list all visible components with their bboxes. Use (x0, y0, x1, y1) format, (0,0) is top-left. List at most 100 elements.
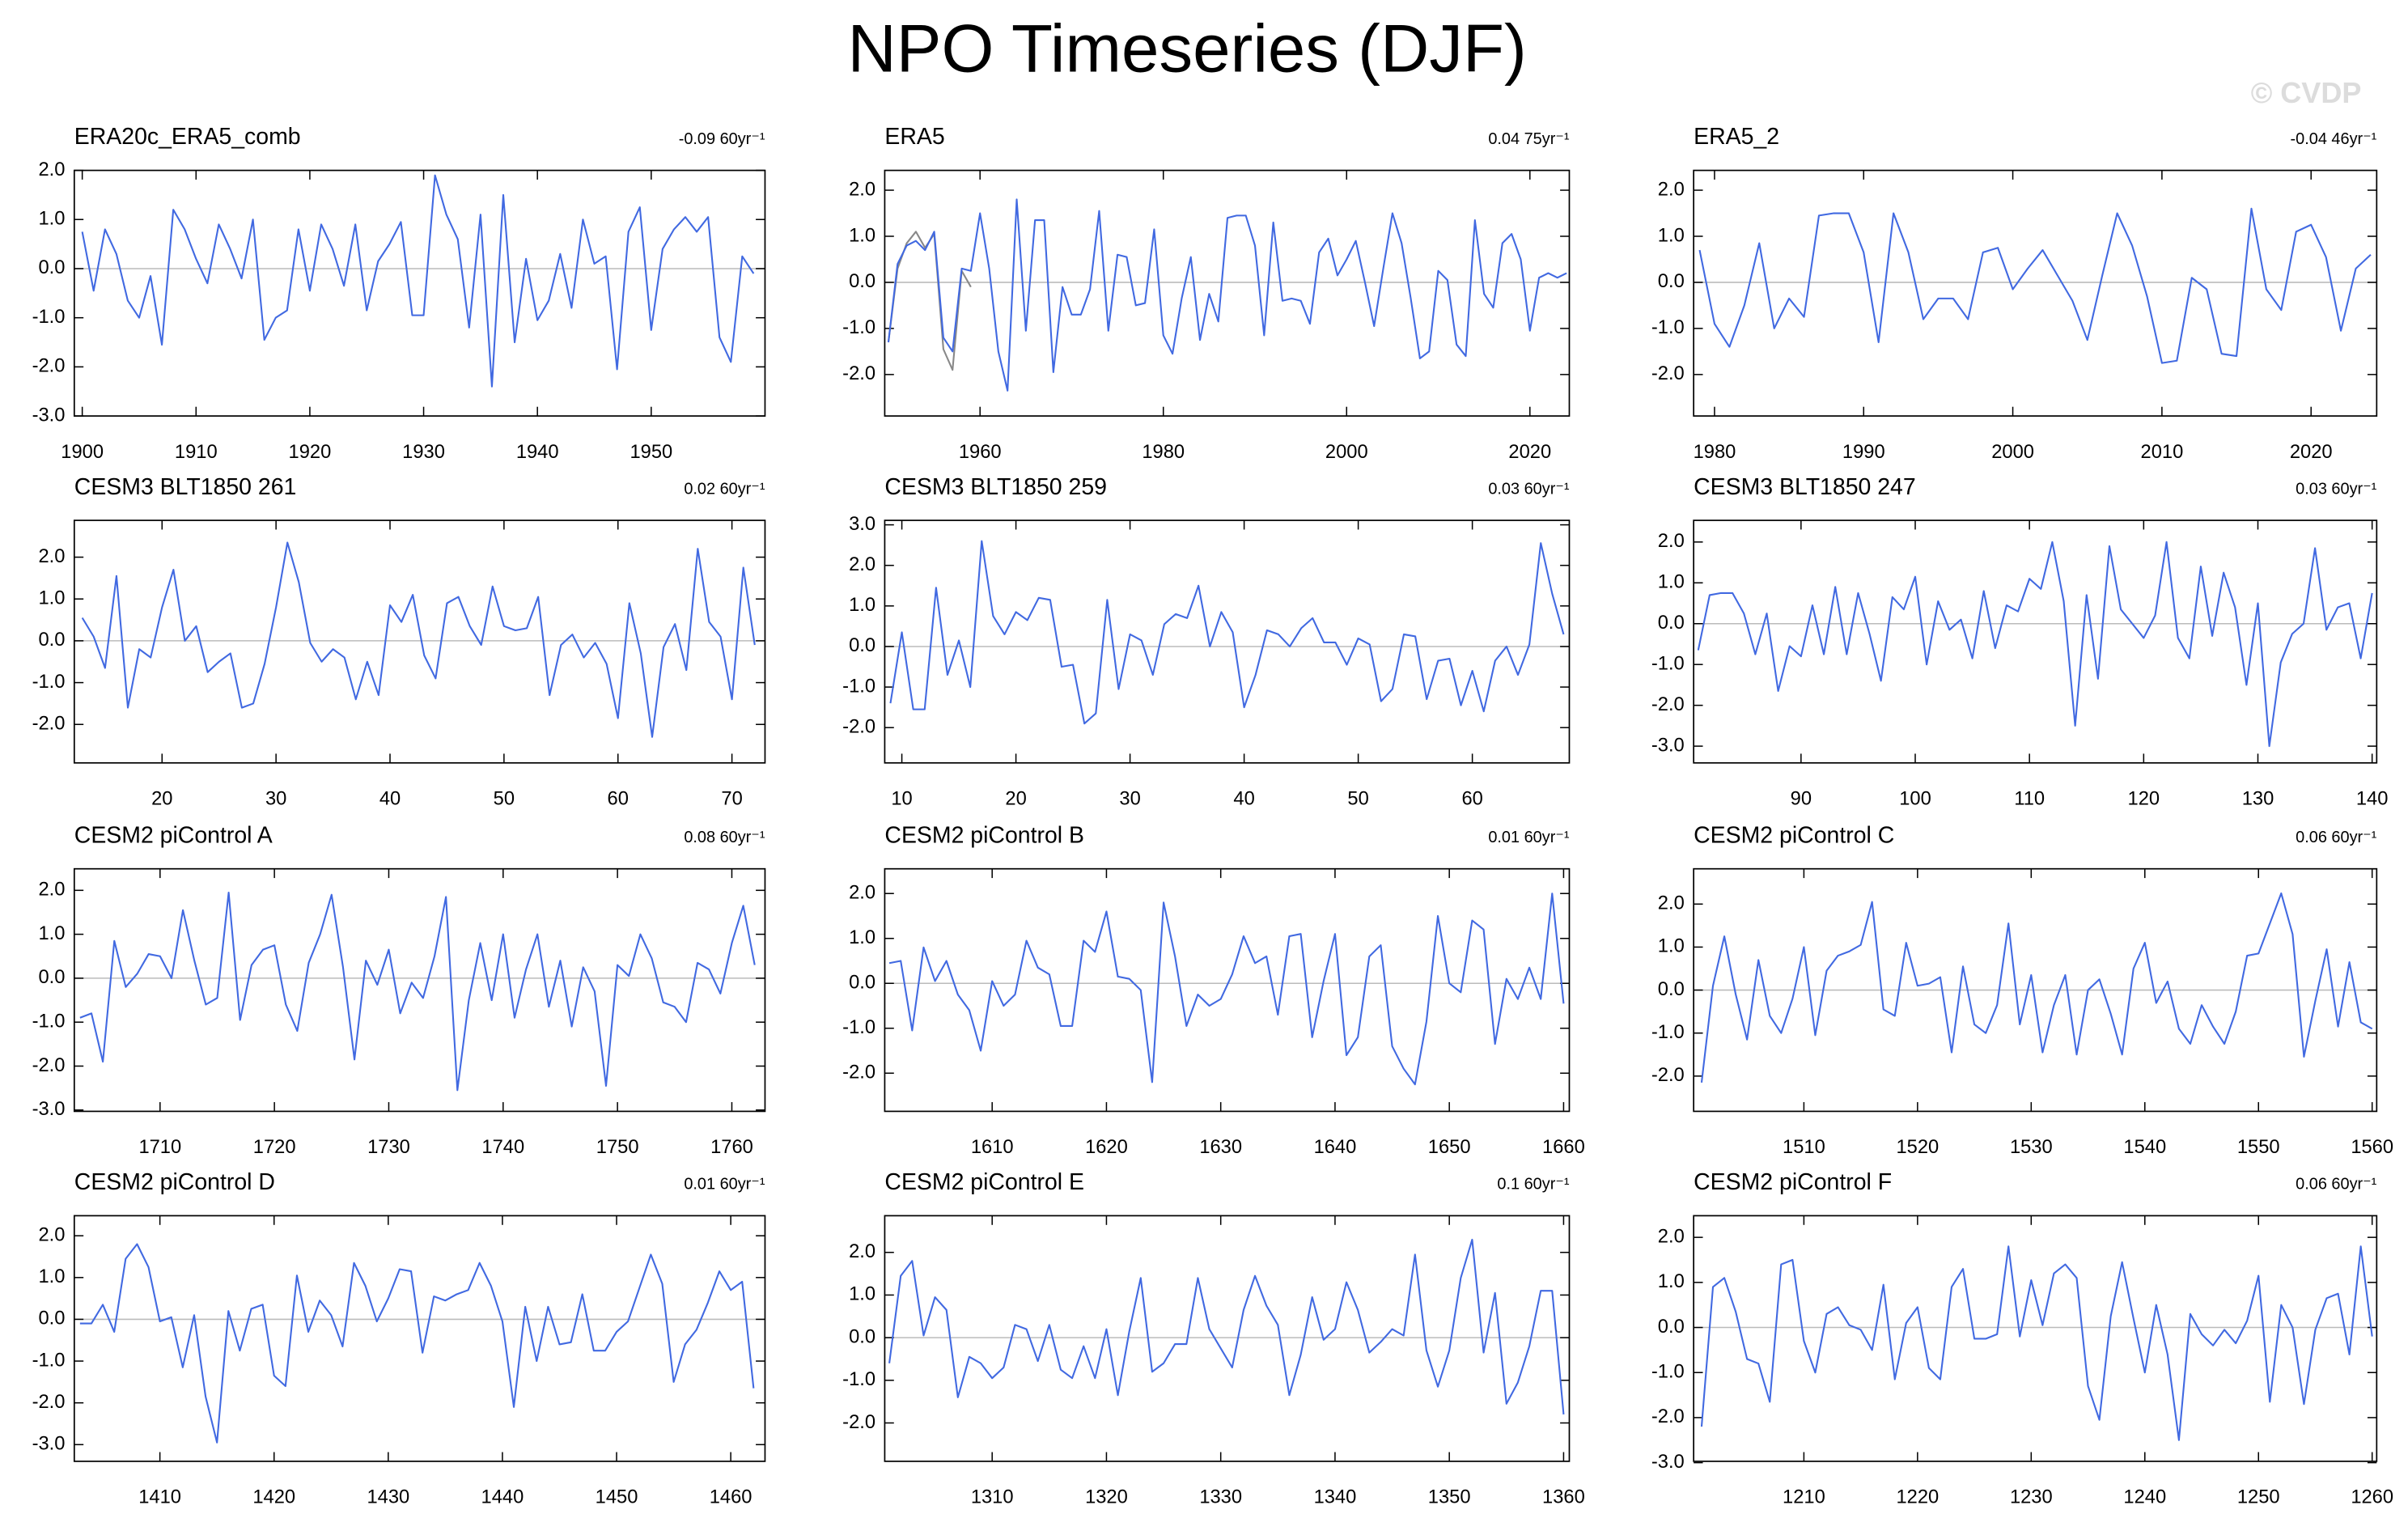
series-line (79, 1243, 755, 1444)
x-tick-label: 1640 (1314, 1137, 1357, 1158)
y-tick-label: 2.0 (1658, 1226, 1685, 1247)
x-tick-label: 110 (2014, 789, 2045, 810)
y-tick-label: 2.0 (849, 1241, 875, 1262)
y-tick-label: -1.0 (842, 1017, 875, 1038)
trend-label: 0.03 60yr⁻¹ (1488, 480, 1570, 498)
panel-title: CESM3 BLT1850 259 (884, 474, 1107, 500)
trend-label: 0.04 75yr⁻¹ (1488, 130, 1570, 148)
x-tick-label: 40 (1233, 789, 1254, 810)
y-tick-label: -1.0 (32, 1011, 66, 1032)
series-line (887, 198, 1567, 392)
x-tick-label: 1540 (2123, 1137, 2166, 1158)
x-tick-label: 1330 (1199, 1487, 1242, 1508)
x-tick-label: 1920 (289, 442, 332, 463)
y-tick-label: -2.0 (32, 1055, 66, 1076)
x-tick-label: 1710 (138, 1137, 181, 1158)
x-tick-label: 1720 (253, 1137, 296, 1158)
x-tick-label: 1660 (1542, 1137, 1585, 1158)
plot-frame (1693, 1215, 2378, 1462)
y-tick-label: 0.0 (1658, 613, 1685, 634)
x-tick-label: 2020 (2290, 442, 2333, 463)
series-line (888, 1238, 1565, 1415)
x-tick-label: 1560 (2351, 1137, 2393, 1158)
x-tick-label: 70 (721, 789, 742, 810)
y-tick-label: 0.0 (849, 635, 875, 656)
y-tick-label: 2.0 (38, 546, 65, 567)
y-tick-label: -2.0 (1651, 1406, 1685, 1427)
x-tick-label: 2000 (1991, 442, 2034, 463)
x-tick-label: 1950 (630, 442, 672, 463)
x-tick-label: 1320 (1085, 1487, 1128, 1508)
y-tick-label: -1.0 (842, 317, 875, 338)
x-tick-label: 140 (2356, 789, 2389, 810)
x-tick-label: 1250 (2237, 1487, 2280, 1508)
x-tick-label: 1530 (2010, 1137, 2053, 1158)
trend-label: -0.09 60yr⁻¹ (679, 130, 765, 148)
x-tick-label: 1210 (1783, 1487, 1825, 1508)
trend-label: 0.02 60yr⁻¹ (684, 480, 765, 498)
y-tick-label: -2.0 (842, 363, 875, 384)
panel-title: ERA5_2 (1694, 124, 1779, 150)
trend-label: 0.06 60yr⁻¹ (2296, 1176, 2377, 1194)
plot-frame (884, 1215, 1571, 1462)
y-tick-label: -1.0 (32, 307, 66, 328)
x-tick-label: 120 (2128, 789, 2160, 810)
x-tick-label: 60 (1461, 789, 1482, 810)
x-tick-label: 60 (608, 789, 629, 810)
y-tick-label: 2.0 (38, 1224, 65, 1245)
x-tick-label: 1620 (1085, 1137, 1128, 1158)
x-tick-label: 1740 (481, 1137, 524, 1158)
x-tick-label: 1520 (1896, 1137, 1939, 1158)
x-tick-label: 50 (1347, 789, 1368, 810)
y-tick-label: 1.0 (38, 588, 65, 609)
series-line (81, 174, 755, 388)
x-tick-label: 1460 (710, 1487, 752, 1508)
x-tick-label: 130 (2242, 789, 2274, 810)
x-tick-label: 1630 (1199, 1137, 1242, 1158)
y-tick-label: 2.0 (1658, 531, 1685, 552)
y-tick-label: -2.0 (1651, 1065, 1685, 1086)
y-tick-label: 0.0 (38, 967, 65, 988)
y-tick-label: -3.0 (32, 1099, 66, 1120)
x-tick-label: 1450 (596, 1487, 638, 1508)
x-tick-label: 1340 (1314, 1487, 1357, 1508)
y-tick-label: 1.0 (38, 209, 65, 230)
x-tick-label: 1230 (2010, 1487, 2053, 1508)
panel-title: CESM2 piControl E (884, 1169, 1084, 1195)
y-tick-label: 1.0 (1658, 936, 1685, 957)
panel-title: ERA5 (884, 124, 944, 150)
x-tick-label: 1240 (2123, 1487, 2166, 1508)
trend-label: 0.01 60yr⁻¹ (684, 1176, 765, 1194)
x-tick-label: 1960 (959, 442, 1002, 463)
plot-frame (884, 519, 1571, 764)
x-tick-label: 90 (1791, 789, 1812, 810)
x-tick-label: 20 (1005, 789, 1026, 810)
y-tick-label: 1.0 (1658, 1271, 1685, 1292)
series-line (889, 540, 1565, 725)
panel-title: CESM2 piControl F (1694, 1169, 1892, 1195)
y-tick-label: 1.0 (1658, 572, 1685, 593)
y-tick-label: 0.0 (849, 1326, 875, 1347)
y-tick-label: -2.0 (1651, 363, 1685, 384)
plot-frame (1693, 169, 2378, 417)
y-tick-label: 2.0 (849, 554, 875, 575)
y-tick-label: 2.0 (1658, 179, 1685, 200)
y-tick-label: -1.0 (842, 1369, 875, 1390)
x-tick-label: 1900 (61, 442, 104, 463)
panel-title: CESM3 BLT1850 247 (1694, 474, 1916, 500)
x-tick-label: 2010 (2141, 442, 2184, 463)
y-tick-label: 1.0 (38, 1266, 65, 1287)
plot-frame (73, 1215, 766, 1462)
x-tick-label: 1610 (971, 1137, 1014, 1158)
panel-title: ERA20c_ERA5_comb (74, 124, 301, 150)
y-tick-label: 0.0 (38, 630, 65, 651)
x-tick-label: 1310 (971, 1487, 1014, 1508)
y-tick-label: 2.0 (38, 880, 65, 901)
x-tick-label: 1650 (1428, 1137, 1471, 1158)
x-tick-label: 1730 (367, 1137, 410, 1158)
series-line (81, 541, 756, 738)
y-tick-label: 2.0 (38, 159, 65, 180)
x-tick-label: 1550 (2237, 1137, 2280, 1158)
x-tick-label: 1980 (1694, 442, 1736, 463)
